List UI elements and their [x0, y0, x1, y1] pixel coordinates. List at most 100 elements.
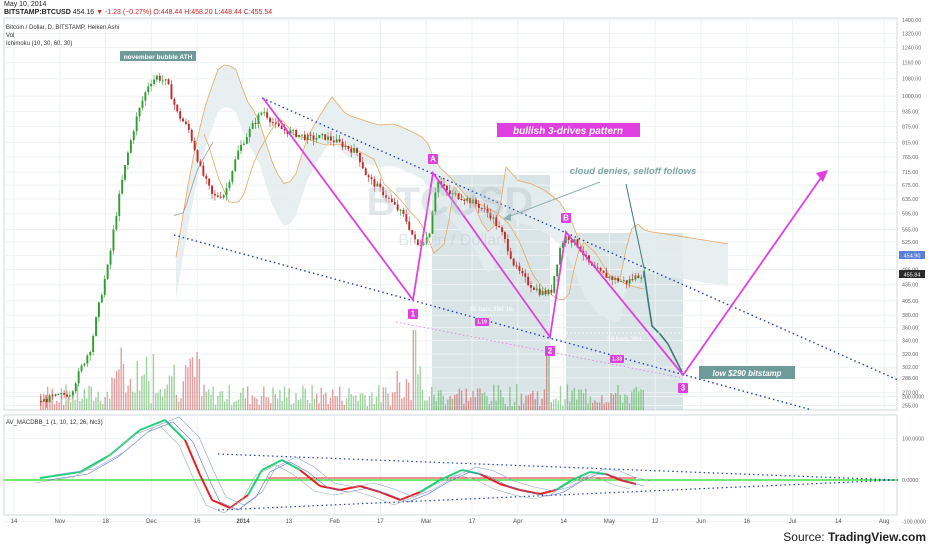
candle-body: [303, 134, 306, 141]
candle-body: [167, 79, 170, 85]
ichimoku-label: Ichimoku (10, 30, 60, 30): [6, 41, 72, 47]
candle-body: [437, 181, 440, 193]
candle-body: [472, 199, 474, 204]
volume-bar: [364, 395, 366, 410]
volume-bar: [309, 403, 311, 410]
candle-body: [164, 79, 167, 81]
volume-bar: [270, 403, 272, 410]
candle-body: [301, 134, 303, 136]
y-tick-label: 1000.00: [902, 94, 921, 100]
volume-bar: [276, 398, 279, 410]
candle-body: [129, 140, 132, 153]
candle-body: [89, 351, 92, 356]
volume-bar: [115, 371, 118, 410]
volume-bar: [640, 389, 642, 410]
volume-bar: [166, 384, 168, 410]
macd-segment: [184, 439, 201, 476]
x-tick-label: 17: [377, 519, 384, 525]
volume-bar: [396, 370, 398, 410]
watermark-subtitle: Bitcoin / Dollar: [398, 232, 502, 249]
x-tick-label: 14: [560, 519, 567, 525]
macd-segment: [211, 499, 231, 509]
volume-bar: [387, 393, 389, 410]
volume-bar: [527, 395, 529, 410]
candle-body: [42, 398, 45, 402]
point-1-label-box: [408, 309, 418, 319]
symbol: BITSTAMP:BTCUSD: [4, 9, 71, 16]
volume-bar: [382, 387, 385, 410]
volume-bar: [385, 387, 387, 410]
candle-body: [535, 288, 538, 290]
candle-body: [216, 195, 219, 197]
candle-body: [257, 114, 260, 124]
low-label-box: [699, 366, 795, 379]
volume-bar: [587, 403, 589, 410]
last-price: 454.16: [72, 9, 95, 16]
cloud-note-arrowhead: [503, 213, 511, 221]
candle-body: [95, 317, 97, 336]
volume-bar: [598, 402, 601, 410]
candle-body: [414, 234, 416, 240]
candle-body: [83, 363, 86, 366]
volume-bar: [92, 400, 95, 410]
source-brand: TradingView.com: [827, 530, 926, 544]
fib-line-1: [395, 321, 684, 379]
y-tick-label: 360.00: [902, 325, 918, 331]
candle-body: [541, 290, 544, 295]
candle-body: [309, 134, 312, 136]
volume-bar: [440, 389, 442, 410]
volume-bar: [109, 398, 111, 410]
volume-bar: [532, 390, 534, 410]
volume-bar: [426, 400, 428, 410]
candle-body: [454, 193, 457, 195]
candle-body: [202, 165, 205, 176]
candle-body: [640, 277, 643, 279]
candle-body: [245, 137, 248, 144]
candle-body: [231, 170, 234, 182]
volume-bar: [417, 374, 419, 410]
volume-bar: [295, 393, 297, 410]
candle-body: [173, 99, 176, 105]
candle-body: [289, 130, 292, 135]
candle-body: [274, 122, 277, 124]
volume-bar: [339, 386, 341, 410]
volume-bar: [490, 400, 493, 410]
volume-bar: [594, 400, 596, 410]
low-label: low $290 bitstamp: [713, 369, 782, 378]
y-tick-label: 1320.00: [902, 31, 921, 37]
volume-bar: [470, 397, 472, 410]
volume-bar: [49, 396, 51, 410]
candle-body: [228, 181, 231, 189]
candle-body: [48, 395, 51, 403]
volume-bar: [391, 392, 394, 410]
volume-bar: [619, 394, 621, 410]
y-tick-label: 1160.00: [902, 61, 921, 67]
macd-upper-band: [53, 416, 651, 506]
candle-body: [176, 104, 179, 112]
last-price-badge: 455.84: [904, 273, 921, 279]
ohlc-open: O:448.44: [153, 9, 183, 16]
candle-body: [135, 116, 138, 132]
macd-segment: [419, 479, 441, 493]
candle-body: [564, 236, 567, 244]
candle-body: [240, 144, 242, 151]
volume-bar: [437, 390, 440, 410]
candle-body: [402, 209, 405, 215]
candle-body: [373, 179, 376, 187]
candle-body: [553, 276, 556, 293]
volume-bar: [81, 398, 83, 410]
bars-count-2: 39 bars,39d: [607, 336, 642, 343]
volume-bar: [398, 382, 401, 410]
candle-body: [556, 264, 559, 277]
volume-bar: [184, 364, 187, 410]
candle-body: [86, 355, 89, 364]
fib-ratio-1: 1.19: [477, 320, 487, 326]
watermark: BTCUSD: [367, 180, 534, 224]
volume-bar: [571, 390, 573, 410]
candle-body: [353, 148, 356, 153]
ichimoku-cloud: [176, 65, 728, 322]
volume-bar: [155, 393, 157, 410]
cloud-note-pointer: [625, 183, 645, 269]
x-tick-label: 16: [743, 519, 750, 525]
candle-body: [504, 232, 506, 239]
